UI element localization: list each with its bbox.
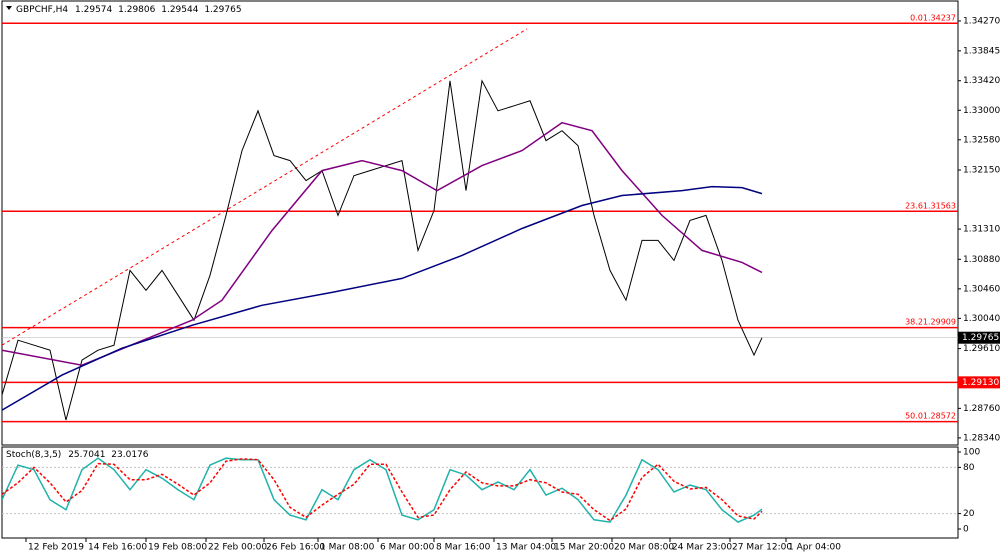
fib-label: 50.01.28572 [905,411,956,420]
high: 1.29806 [118,5,155,15]
y-tick-label: 1.34270 [963,16,1000,26]
price-label: 1.29765 [962,333,999,343]
price-pane-frame [1,0,959,446]
stoch-title: Stoch(8,3,5) [6,450,61,460]
fib-level-price: 1.28572 [923,411,956,420]
x-tick-label: 1 Apr 04:00 [788,543,841,553]
x-tick-label: 14 Feb 16:00 [88,543,147,553]
series-line [2,457,763,523]
series-line [2,458,763,522]
y-tick-label: 1.28340 [963,433,1000,443]
close: 1.29765 [204,5,241,15]
symbol: GBPCHF,H4 [16,5,68,15]
support-tag [958,376,1000,389]
x-tick-label: 15 Mar 20:00 [554,543,614,553]
fib-label: 0.01.34237 [910,13,956,22]
x-tick-label: 12 Feb 2019 [28,543,84,553]
y-tick-label: 1.31310 [963,225,1000,235]
x-tick-label: 6 Mar 00:00 [380,543,435,553]
x-tick-label: 22 Feb 00:00 [208,543,267,553]
fib-level-name: 38.2 [905,317,923,326]
y-tick-label: 1.29610 [963,344,1000,354]
x-tick-label: 8 Mar 16:00 [436,543,491,553]
y-tick-label: 1.30460 [963,284,1000,294]
stoch-signal: 23.0176 [111,450,148,460]
stoch-main: 25.7041 [68,450,105,460]
y-tick-label: 1.33420 [963,76,1000,86]
symbol-label: GBPCHF,H4 1.29574 1.29806 1.29544 1.2976… [16,5,242,15]
x-tick-label: 24 Mar 23:00 [672,543,732,553]
fib-level-price: 1.34237 [923,13,956,22]
fib-level-name: 23.6 [905,201,923,210]
price-tag [958,331,1000,344]
series-line [2,185,763,411]
stoch-pane-frame [1,446,959,539]
y-tick-label: 1.32580 [963,135,1000,145]
y-tick-label: 0 [963,524,969,534]
fib-label: 38.21.29909 [905,317,956,326]
x-tick-label: 27 Mar 12:00 [732,543,792,553]
stoch-label: Stoch(8,3,5) 25.7041 23.0176 [6,450,149,460]
y-tick-label: 100 [963,448,980,458]
low: 1.29544 [161,5,198,15]
fib-level-price: 1.29909 [923,317,956,326]
y-tick-label: 1.30040 [963,314,1000,324]
x-tick-label: 26 Feb 16:00 [266,543,325,553]
series-line [2,79,763,421]
trendline [2,28,528,346]
fib-label: 23.61.31563 [905,201,956,210]
fib-level-price: 1.31563 [923,201,956,210]
y-tick-label: 1.33845 [963,46,1000,56]
y-tick-label: 20 [963,509,975,519]
x-tick-label: 20 Mar 08:00 [614,543,674,553]
support-label: 1.29130 [962,378,999,388]
y-tick-label: 1.32150 [963,166,1000,176]
y-tick-label: 80 [963,463,975,473]
header-arrow [6,6,12,10]
y-tick-label: 1.28760 [963,404,1000,414]
y-tick-label: 1.30880 [963,255,1000,265]
open: 1.29574 [75,5,112,15]
x-tick-label: 13 Mar 04:00 [496,543,556,553]
x-tick-label: 1 Mar 08:00 [320,543,375,553]
fib-level-name: 0.0 [910,13,923,22]
x-tick-label: 19 Feb 08:00 [148,543,207,553]
series-line [2,121,763,366]
fib-level-name: 50.0 [905,411,923,420]
y-tick-label: 1.33000 [963,106,1000,116]
